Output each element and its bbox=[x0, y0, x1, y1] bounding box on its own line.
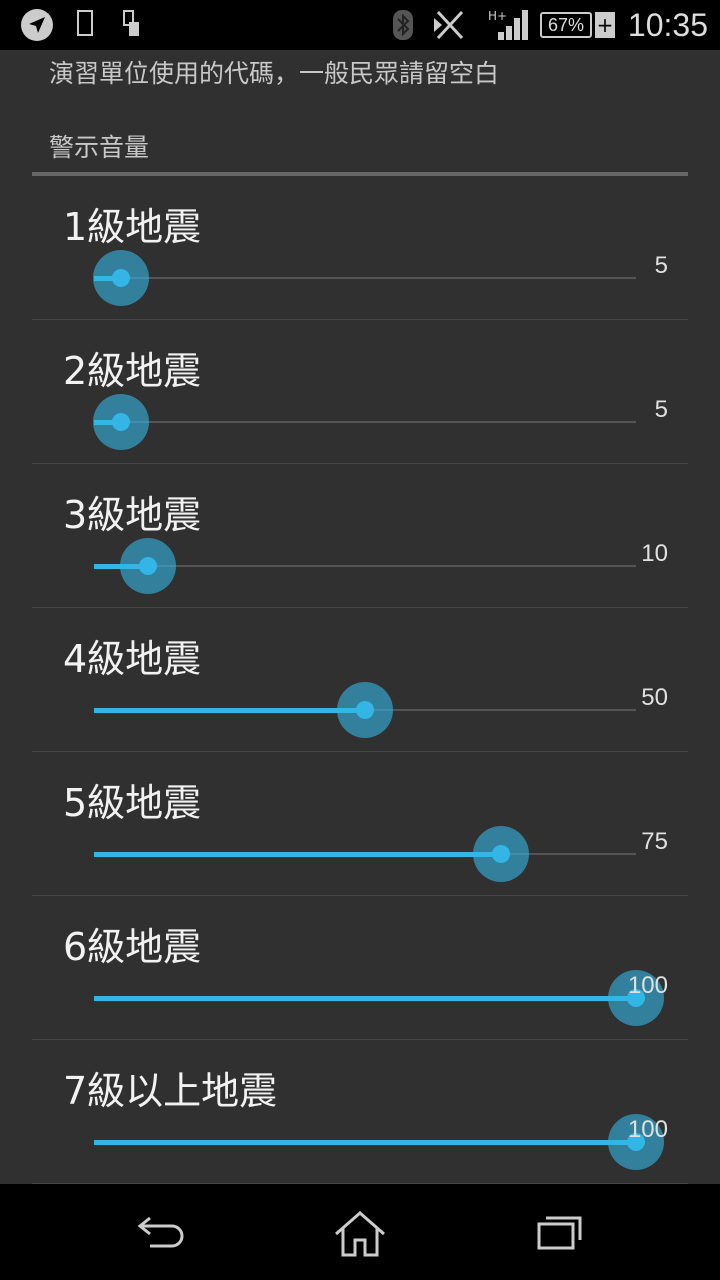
slider-thumb[interactable] bbox=[608, 1114, 664, 1170]
slider-thumb[interactable] bbox=[93, 394, 150, 450]
signal-icon: H+ bbox=[488, 8, 530, 51]
status-bar: H+ 67% + 10:35 bbox=[0, 0, 720, 50]
slider-row: 5級地震 75 bbox=[32, 752, 688, 896]
slider-thumb[interactable] bbox=[472, 826, 529, 882]
slider-row: 2級地震 5 bbox=[32, 320, 688, 464]
slider-track[interactable] bbox=[94, 277, 636, 279]
slider-fill bbox=[94, 708, 365, 713]
nfc-icon bbox=[432, 8, 468, 51]
network-type: H+ bbox=[488, 9, 507, 23]
code-hint-text: 演習單位使用的代碼，一般民眾請留空白 bbox=[49, 59, 500, 88]
battery-charging-icon: + bbox=[595, 12, 615, 38]
sd-card-icon bbox=[122, 8, 142, 47]
slider-row: 3級地震 10 bbox=[32, 464, 688, 608]
slider-label: 2級地震 bbox=[63, 349, 202, 393]
slider-thumb[interactable] bbox=[93, 250, 150, 306]
battery-level: 67% bbox=[540, 12, 592, 38]
navigation-bar bbox=[0, 1184, 720, 1280]
slider-thumb[interactable] bbox=[337, 682, 393, 738]
navigation-icon bbox=[20, 8, 54, 51]
slider-fill bbox=[94, 1140, 636, 1145]
slider-label: 1級地震 bbox=[63, 205, 202, 249]
slider-track[interactable] bbox=[94, 565, 636, 567]
slider-label: 3級地震 bbox=[63, 493, 202, 537]
category-divider bbox=[32, 172, 688, 176]
home-icon[interactable] bbox=[333, 1210, 387, 1258]
recent-apps-icon[interactable] bbox=[536, 1210, 584, 1254]
slider-row: 6級地震 100 bbox=[32, 896, 688, 1040]
slider-label: 4級地震 bbox=[63, 637, 202, 681]
slider-row: 4級地震 50 bbox=[32, 608, 688, 752]
slider-value: 100 bbox=[627, 972, 668, 999]
slider-label: 5級地震 bbox=[63, 781, 202, 825]
slider-row: 7級以上地震 100 bbox=[32, 1040, 688, 1184]
slider-value: 100 bbox=[627, 1116, 668, 1143]
slider-value: 10 bbox=[641, 540, 668, 567]
slider-value: 5 bbox=[654, 252, 668, 279]
phone-icon bbox=[76, 8, 94, 47]
slider-label: 7級以上地震 bbox=[63, 1069, 278, 1113]
category-header: 警示音量 bbox=[49, 133, 150, 162]
slider-value: 50 bbox=[641, 684, 668, 711]
slider-fill bbox=[94, 852, 501, 857]
back-icon[interactable] bbox=[136, 1210, 186, 1254]
slider-label: 6級地震 bbox=[63, 925, 202, 969]
slider-value: 75 bbox=[641, 828, 668, 855]
slider-row: 1級地震 5 bbox=[32, 176, 688, 320]
slider-thumb[interactable] bbox=[120, 538, 177, 594]
bluetooth-icon bbox=[392, 8, 414, 51]
slider-thumb[interactable] bbox=[608, 970, 664, 1026]
slider-track[interactable] bbox=[94, 421, 636, 423]
slider-fill bbox=[94, 996, 636, 1001]
clock: 10:35 bbox=[627, 7, 708, 43]
slider-value: 5 bbox=[654, 396, 668, 423]
